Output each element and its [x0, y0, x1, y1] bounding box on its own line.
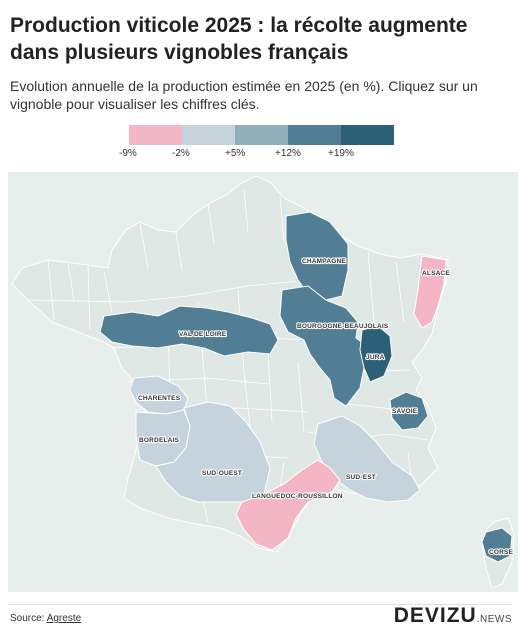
label-jura: JURA — [366, 354, 385, 361]
region-languedoc-roussillon[interactable] — [235, 459, 341, 551]
label-val-de-loire: VAL DE LOIRE — [179, 331, 227, 338]
chart-subtitle: Evolution annuelle de la production esti… — [10, 78, 478, 112]
legend-label-2: -2% — [172, 148, 190, 159]
legend-swatch-2[interactable] — [182, 125, 235, 145]
region-corse[interactable] — [481, 527, 513, 563]
legend-swatch-5[interactable] — [341, 125, 394, 145]
region-alsace[interactable] — [413, 255, 447, 329]
legend-label-5: +19% — [328, 148, 354, 159]
label-bourgogne-beaujolais: BOURGOGNE-BEAUJOLAIS — [297, 323, 389, 330]
label-alsace: ALSACE — [422, 270, 450, 277]
legend-label-1: -9% — [119, 148, 137, 159]
chart-title: Production viticole 2025 : la récolte au… — [10, 14, 468, 64]
source-note: Source: Agreste — [10, 613, 81, 624]
region-champagne[interactable] — [285, 211, 349, 301]
region-jura[interactable] — [359, 325, 393, 383]
source-link[interactable]: Agreste — [46, 613, 82, 624]
legend-label-4: +12% — [275, 148, 301, 159]
label-savoie: SAVOIE — [392, 408, 418, 415]
brand-logo[interactable]: DEVIZU.NEWS — [394, 604, 512, 628]
brand-name: DEVIZU — [393, 604, 477, 627]
source-prefix: Source: — [10, 613, 47, 624]
legend-label-3: +5% — [225, 148, 246, 159]
label-corse: CORSE — [489, 549, 514, 556]
region-savoie[interactable] — [389, 391, 429, 431]
region-bourgogne-beaujolais[interactable] — [279, 285, 371, 407]
france-vineyard-map: CHAMPAGNE ALSACE VAL DE LOIRE BOURGOGNE-… — [8, 172, 518, 592]
label-languedoc-roussillon: LANGUEDOC-ROUSSILLON — [252, 493, 343, 500]
legend-swatch-1[interactable] — [129, 125, 182, 145]
label-charentes: CHARENTES — [138, 395, 181, 402]
color-legend: -9% -2% +5% +12% +19% — [119, 125, 429, 164]
label-champagne: CHAMPAGNE — [302, 258, 346, 265]
label-sud-ouest: SUD-OUEST — [202, 470, 242, 477]
label-bordelais: BORDELAIS — [139, 437, 180, 444]
legend-swatch-4[interactable] — [288, 125, 341, 145]
label-sud-est: SUD-EST — [346, 474, 376, 481]
footer-divider — [8, 604, 512, 605]
legend-swatch-3[interactable] — [235, 125, 288, 145]
region-sud-ouest[interactable] — [155, 401, 271, 503]
region-val-de-loire[interactable] — [99, 305, 279, 357]
brand-suffix: .NEWS — [476, 614, 512, 625]
